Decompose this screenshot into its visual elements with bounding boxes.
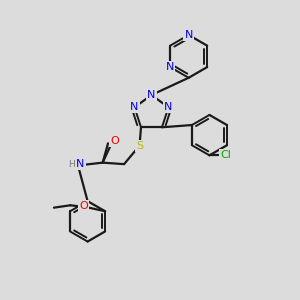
Text: N: N	[130, 102, 139, 112]
Text: O: O	[110, 136, 119, 146]
Text: H: H	[68, 160, 75, 169]
Text: N: N	[184, 30, 193, 40]
Text: N: N	[164, 102, 172, 112]
Text: N: N	[76, 159, 85, 169]
Text: O: O	[79, 201, 88, 211]
Text: N: N	[147, 90, 156, 100]
Text: Cl: Cl	[220, 150, 231, 160]
Text: S: S	[136, 141, 143, 151]
Text: N: N	[166, 62, 174, 72]
